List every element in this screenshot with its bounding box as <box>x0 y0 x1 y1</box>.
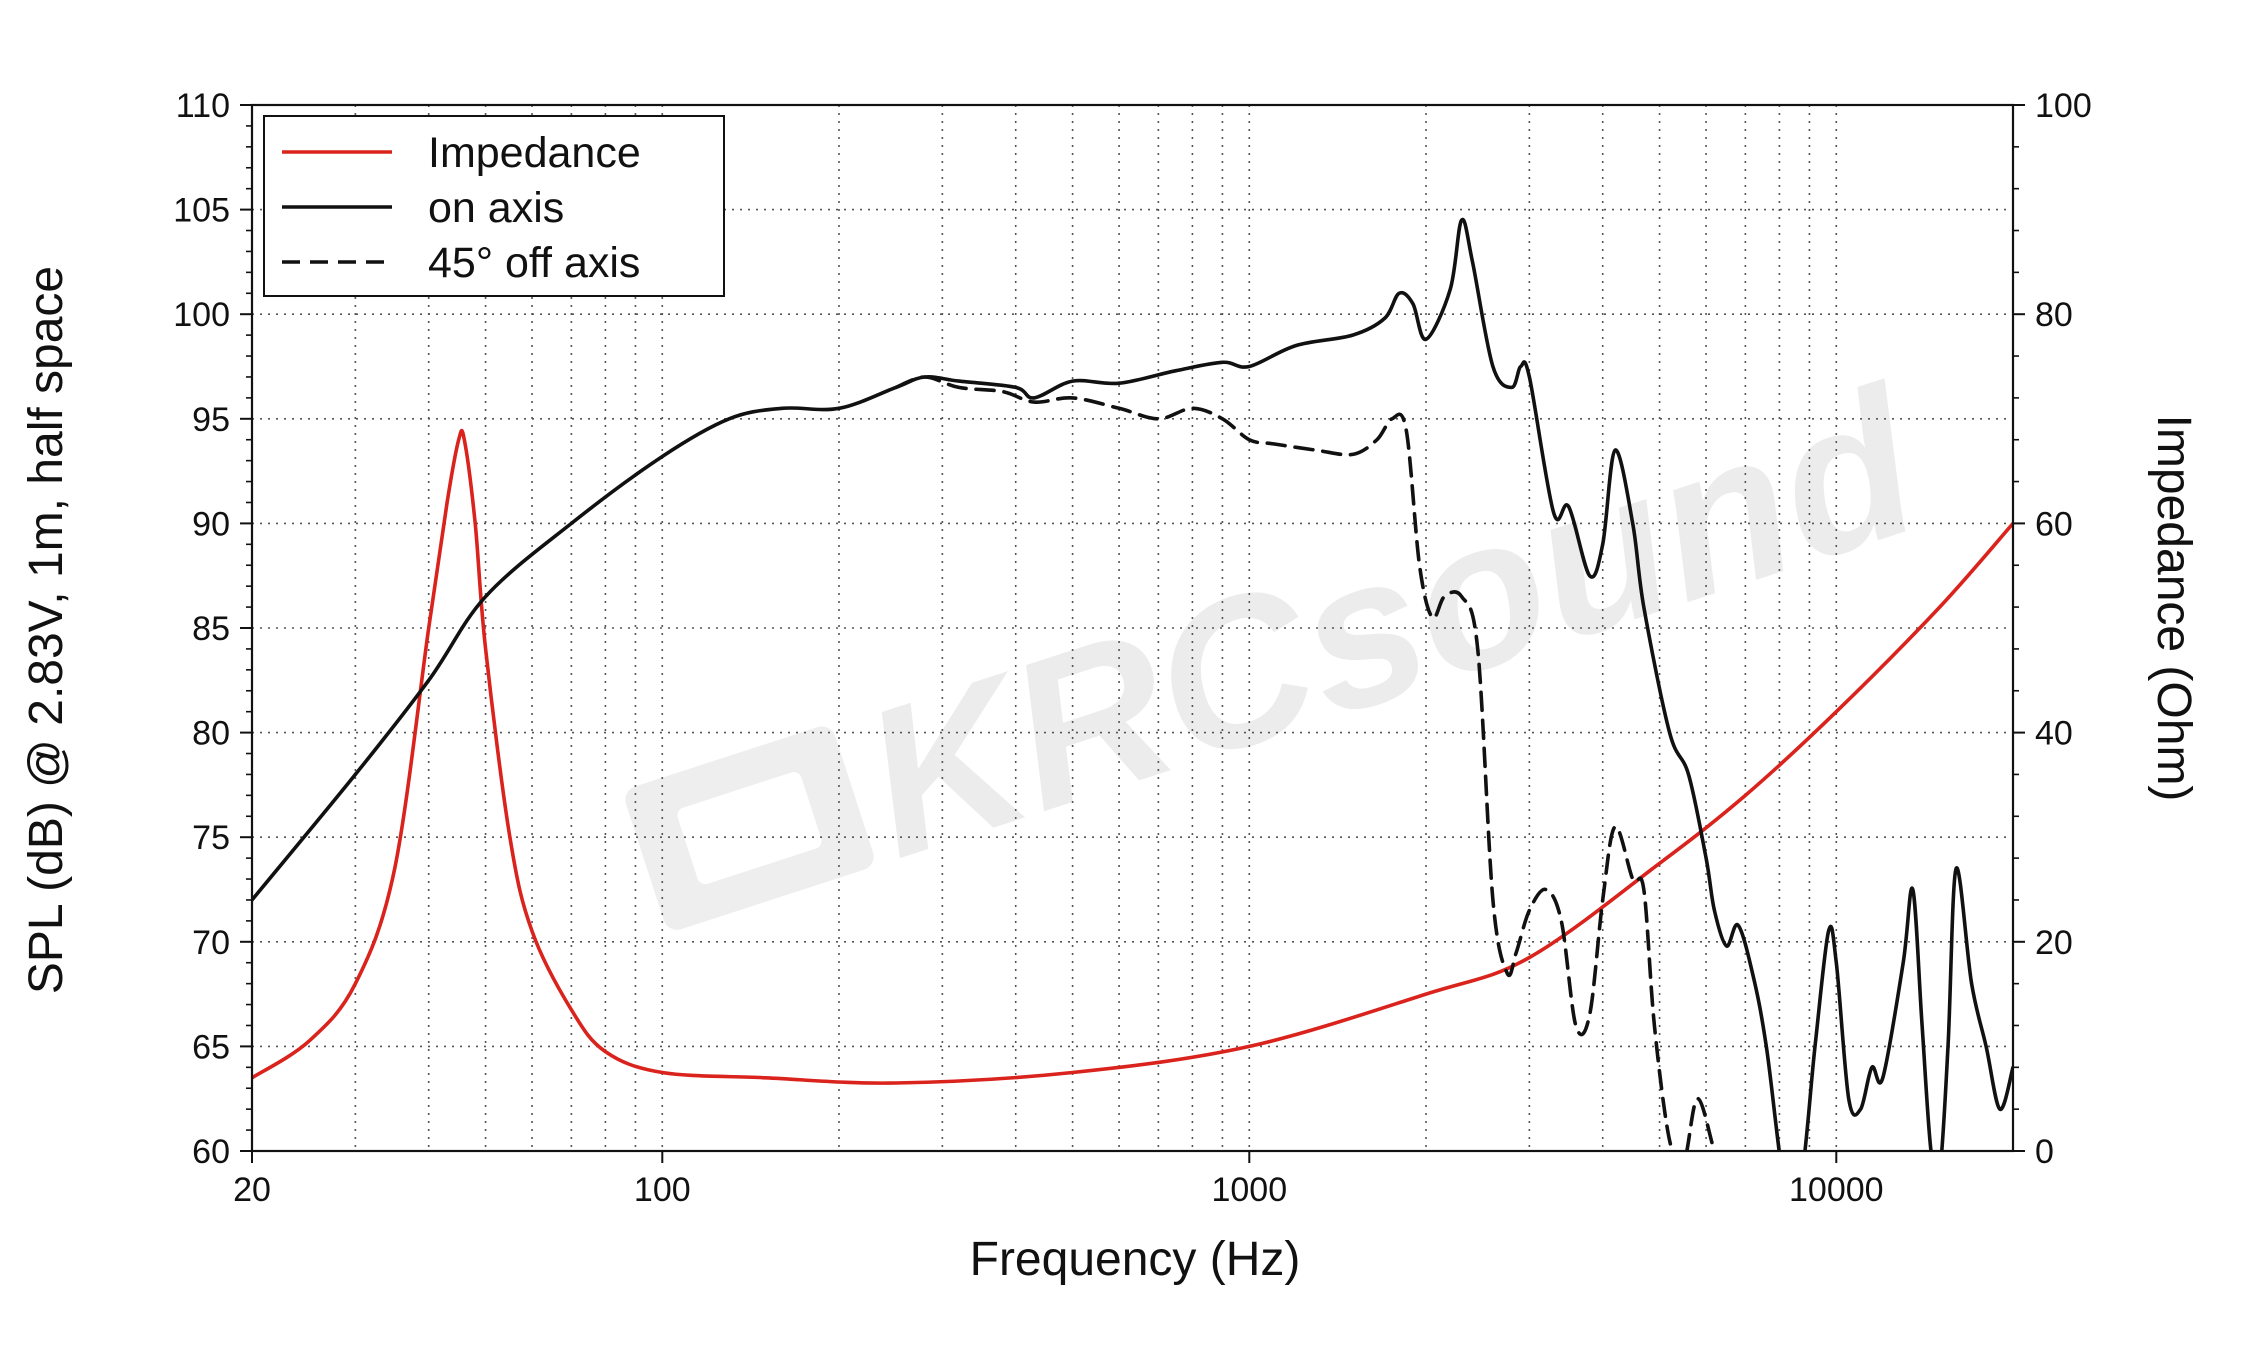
y-tick-label: 95 <box>192 401 230 439</box>
y2-tick-label: 40 <box>2035 715 2073 753</box>
legend: Impedance on axis 45° off axis <box>263 115 725 297</box>
y-tick-label: 105 <box>173 192 230 230</box>
y-tick-label: 110 <box>176 87 230 125</box>
x-tick-label: 10000 <box>1789 1171 1884 1209</box>
y2-tick-label: 20 <box>2035 924 2073 962</box>
axis-ticks: 60 65 70 75 80 85 90 95 100 105 110 0 20 40 60 80 100 20 1… <box>173 87 2091 1209</box>
y2-tick-label: 60 <box>2035 505 2073 543</box>
x-axis-title: Frequency (Hz) <box>970 1233 1301 1286</box>
legend-label-45-off-axis: 45° off axis <box>428 239 640 287</box>
y-tick-label: 100 <box>173 296 230 334</box>
y2-tick-label: 80 <box>2035 296 2073 334</box>
y2-tick-label: 100 <box>2035 87 2092 125</box>
y-tick-label: 85 <box>192 610 230 648</box>
y-tick-label: 70 <box>192 924 230 962</box>
series-line-on-axis <box>252 217 2013 1151</box>
y-tick-label: 65 <box>192 1028 230 1066</box>
grid <box>252 105 2013 1151</box>
y-tick-label: 90 <box>192 505 230 543</box>
y-axis-title: SPL (dB) @ 2.83V, 1m, half space <box>20 266 73 994</box>
x-tick-label: 1000 <box>1211 1171 1287 1209</box>
y-tick-label: 60 <box>192 1133 230 1171</box>
y-tick-label: 80 <box>192 715 230 753</box>
legend-label-impedance: Impedance <box>428 129 641 177</box>
y2-axis-title: Impedance (Ohm) <box>2147 415 2200 802</box>
y-tick-label: 75 <box>192 819 230 857</box>
plot-series <box>252 217 2013 1151</box>
series-line-impedance <box>252 428 2013 1085</box>
legend-label-on-axis: on axis <box>428 184 564 232</box>
series-line-45-off-axis <box>894 375 1717 1151</box>
x-tick-label: 20 <box>233 1171 271 1209</box>
x-tick-label: 100 <box>634 1171 691 1209</box>
y2-tick-label: 0 <box>2035 1133 2054 1171</box>
